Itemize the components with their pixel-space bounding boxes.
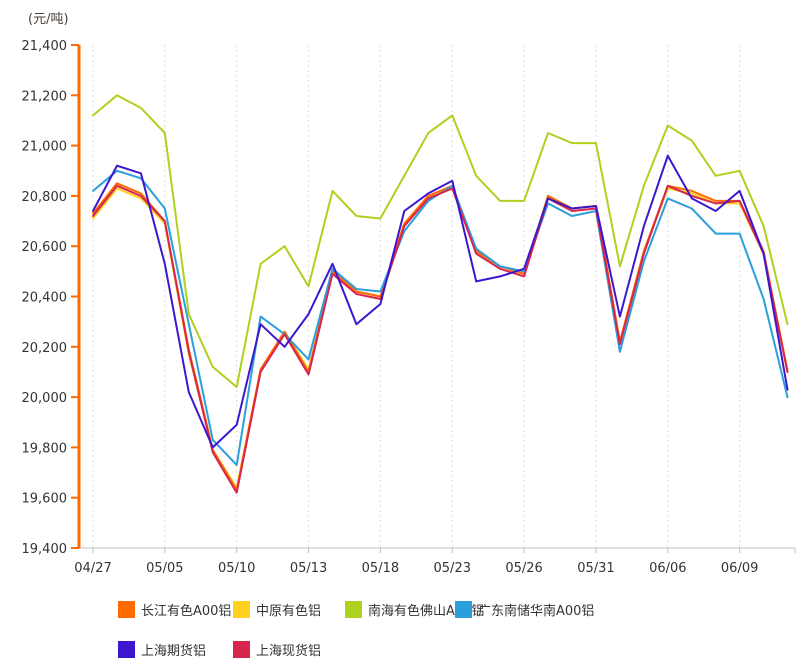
series-line-3 <box>92 169 789 466</box>
x-tick-label: 05/31 <box>577 561 614 576</box>
legend-label-3: 广东南储华南A00铝 <box>478 604 595 619</box>
legend-label-0: 长江有色A00铝 <box>141 604 232 619</box>
legend-swatch-0 <box>118 601 135 618</box>
legend-swatch-1 <box>233 601 250 618</box>
series-line-2 <box>92 94 789 388</box>
x-tick-label: 05/23 <box>434 561 471 576</box>
y-tick-label: 21,400 <box>22 39 68 54</box>
legend-swatch-2 <box>345 601 362 618</box>
y-tick-label: 20,000 <box>22 391 68 406</box>
y-tick-label: 21,200 <box>22 89 68 104</box>
legend-label-5: 上海现货铝 <box>256 644 322 659</box>
y-tick-label: 21,000 <box>22 140 68 155</box>
y-tick-label: 20,800 <box>22 190 68 205</box>
y-tick-label: 19,400 <box>22 542 68 557</box>
legend-label-1: 中原有色铝 <box>256 604 322 619</box>
x-tick-label: 05/13 <box>290 561 327 576</box>
legend-label-4: 上海期货铝 <box>141 644 207 659</box>
series-line-4 <box>92 154 789 449</box>
legend-item-4: 上海期货铝 <box>118 640 206 659</box>
y-tick-label: 19,800 <box>22 441 68 456</box>
x-tick-label: 06/09 <box>721 561 758 576</box>
x-tick-label: 05/18 <box>362 561 399 576</box>
series-line-5 <box>92 184 789 494</box>
y-tick-label: 20,400 <box>22 291 68 306</box>
legend-item-0: 长江有色A00铝 <box>118 600 231 619</box>
x-tick-label: 05/26 <box>505 561 542 576</box>
legend-swatch-3 <box>455 601 472 618</box>
y-tick-label: 19,600 <box>22 492 68 507</box>
y-axis-unit-label: (元/吨) <box>28 12 69 27</box>
x-tick-label: 05/05 <box>146 561 183 576</box>
legend-item-3: 广东南储华南A00铝 <box>455 600 594 619</box>
series-line-0 <box>92 182 789 492</box>
legend-item-1: 中原有色铝 <box>233 600 321 619</box>
y-tick-label: 20,200 <box>22 341 68 356</box>
chart-svg: 04/27 05/05 05/10 05/13 05/18 05/23 05/26 05/31… <box>22 39 796 576</box>
x-tick-label: 04/27 <box>74 561 111 576</box>
y-tick-label: 20,600 <box>22 240 68 255</box>
x-tick-label: 06/06 <box>649 561 686 576</box>
legend-swatch-4 <box>118 641 135 658</box>
series-line-1 <box>92 184 789 489</box>
x-tick-label: 05/10 <box>218 561 255 576</box>
legend-item-5: 上海现货铝 <box>233 640 321 659</box>
legend-swatch-5 <box>233 641 250 658</box>
